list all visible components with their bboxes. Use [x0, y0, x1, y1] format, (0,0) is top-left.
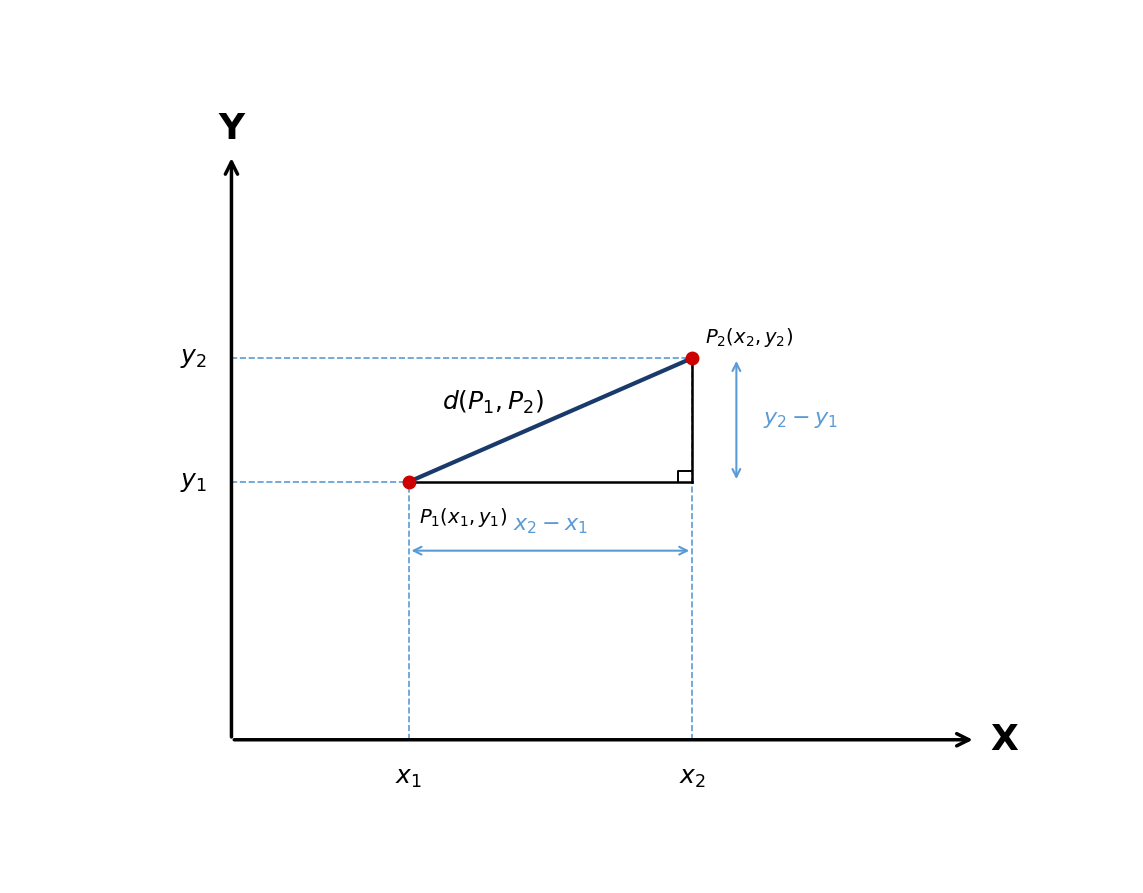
Text: $y_2 - y_1$: $y_2 - y_1$	[764, 410, 838, 430]
Text: $d(P_1, P_2)$: $d(P_1, P_2)$	[442, 389, 544, 416]
Text: $x_2$: $x_2$	[679, 766, 705, 790]
Text: $x_1$: $x_1$	[395, 766, 422, 790]
Text: $y_1$: $y_1$	[179, 470, 207, 494]
Text: $P_2(x_2, y_2)$: $P_2(x_2, y_2)$	[705, 326, 793, 349]
Text: $P_1(x_1, y_1)$: $P_1(x_1, y_1)$	[419, 506, 507, 529]
Text: X: X	[990, 722, 1017, 756]
Text: Y: Y	[218, 113, 245, 146]
Text: $x_2 - x_1$: $x_2 - x_1$	[513, 515, 588, 536]
Text: $y_2$: $y_2$	[179, 346, 207, 370]
